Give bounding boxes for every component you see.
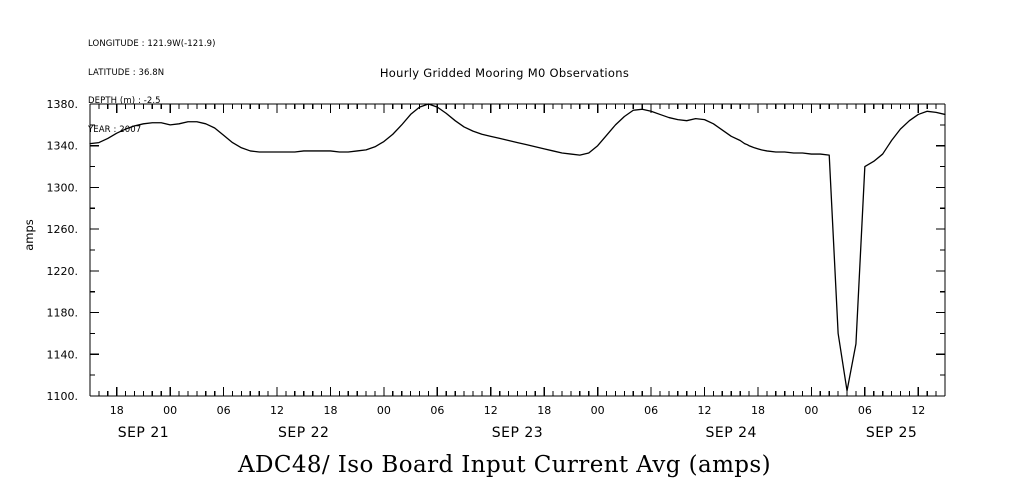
y-tick-label: 1300. [47, 181, 79, 194]
x-day-label: SEP 21 [118, 425, 169, 441]
metadata-longitude: LONGITUDE : 121.9W(-121.9) [88, 39, 216, 49]
metadata-latitude: LATITUDE : 36.8N [88, 67, 165, 78]
x-tick-label: 06 [217, 404, 231, 417]
x-tick-label: 18 [537, 404, 551, 417]
x-tick-label: 00 [163, 404, 177, 417]
y-tick-label: 1140. [47, 348, 79, 361]
x-day-label: SEP 23 [492, 425, 543, 441]
x-tick-label: 12 [270, 404, 284, 417]
x-tick-label: 06 [858, 404, 872, 417]
x-day-label: SEP 25 [866, 425, 917, 441]
x-tick-label: 06 [430, 404, 444, 417]
x-day-label: SEP 22 [278, 425, 329, 441]
x-day-label: SEP 24 [706, 425, 757, 441]
y-tick-label: 1380. [47, 98, 79, 111]
axes-group [89, 103, 946, 397]
y-tick-label: 1100. [47, 390, 79, 403]
tick-labels-group: 1100. 1140. 1180. 1220. 1260. 1300. 1340. 1380.… [47, 98, 926, 417]
x-tick-label: 12 [911, 404, 925, 417]
chart-title: Hourly Gridded Mooring M0 Observations [379, 66, 630, 80]
metadata-depth: DEPTH (m) : -2.5 [88, 96, 161, 106]
x-tick-label: 12 [484, 404, 498, 417]
x-tick-label: 18 [751, 404, 765, 417]
x-tick-label: 06 [644, 404, 658, 417]
y-tick-label: 1340. [47, 140, 79, 153]
y-tick-label: 1260. [47, 223, 79, 236]
data-line [89, 103, 946, 392]
y-tick-label: 1180. [47, 307, 79, 320]
data-series-group [89, 103, 946, 392]
figure-caption: ADC48/ Iso Board Input Current Avg (amps… [238, 452, 771, 478]
metadata-block: LONGITUDE : 121.9W(-121.9) LATITUDE : 36… [88, 21, 216, 154]
x-tick-label: 00 [591, 404, 605, 417]
metadata-year: YEAR : 2007 [88, 124, 142, 135]
x-tick-label: 00 [377, 404, 391, 417]
x-tick-label: 00 [804, 404, 818, 417]
day-labels-group: SEP 21 SEP 22 SEP 23 SEP 24 SEP 25 [118, 425, 917, 441]
x-tick-label: 12 [698, 404, 712, 417]
y-tick-label: 1220. [47, 265, 79, 278]
x-tick-label: 18 [323, 404, 337, 417]
x-tick-label: 18 [110, 404, 124, 417]
ticks-group [89, 103, 946, 397]
